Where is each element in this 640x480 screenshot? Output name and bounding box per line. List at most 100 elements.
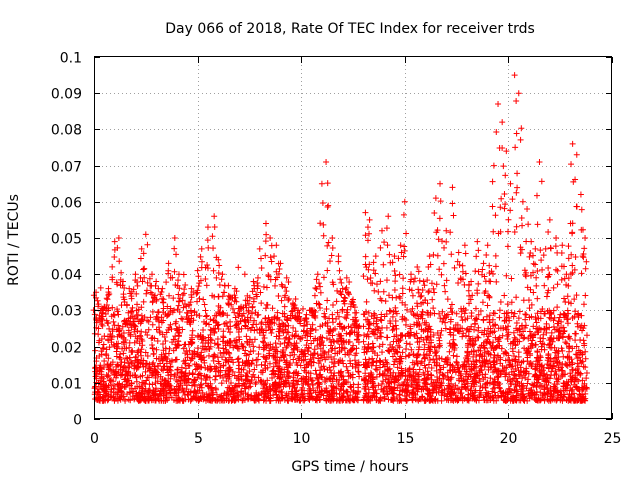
data-point — [290, 346, 297, 353]
data-point — [450, 352, 457, 359]
data-point — [160, 367, 167, 374]
data-point — [563, 340, 570, 347]
data-point — [369, 348, 376, 355]
data-point — [399, 290, 406, 297]
data-point — [370, 315, 377, 322]
data-point — [362, 232, 369, 239]
data-point — [305, 348, 312, 355]
data-point — [202, 307, 209, 314]
data-point — [572, 253, 579, 260]
data-point — [456, 368, 463, 375]
data-point — [410, 377, 417, 384]
data-point — [381, 395, 388, 402]
data-point — [217, 373, 224, 380]
data-point — [345, 323, 352, 330]
data-point — [188, 312, 195, 319]
data-point — [539, 340, 546, 347]
data-point — [299, 384, 306, 391]
data-point — [105, 372, 112, 379]
data-point — [461, 242, 468, 249]
data-point — [362, 370, 369, 377]
data-point — [539, 266, 546, 273]
data-point — [121, 318, 128, 325]
data-point — [162, 345, 169, 352]
data-point — [225, 301, 232, 308]
data-point — [442, 325, 449, 332]
data-point — [420, 352, 427, 359]
data-point — [326, 336, 333, 343]
data-point — [363, 298, 370, 305]
data-point — [362, 384, 369, 391]
data-point — [428, 380, 435, 387]
data-point — [391, 358, 398, 365]
data-point — [323, 335, 330, 342]
data-point — [234, 389, 241, 396]
data-point — [513, 223, 520, 230]
data-point — [509, 340, 516, 347]
data-point — [422, 383, 429, 390]
data-point — [184, 391, 191, 398]
data-point — [380, 261, 387, 268]
data-point — [170, 336, 177, 343]
data-point — [535, 376, 542, 383]
data-point — [344, 306, 351, 313]
data-point — [176, 396, 183, 403]
data-point — [387, 320, 394, 327]
data-point — [465, 396, 472, 403]
data-point — [108, 313, 115, 320]
data-point — [250, 278, 257, 285]
data-point — [545, 287, 552, 294]
data-point — [505, 385, 512, 392]
data-point — [526, 361, 533, 368]
data-point — [527, 272, 534, 279]
data-point — [316, 341, 323, 348]
data-point — [139, 361, 146, 368]
data-point — [103, 392, 110, 399]
data-point — [500, 367, 507, 374]
data-point — [459, 317, 466, 324]
data-point — [242, 390, 249, 397]
data-point — [251, 393, 258, 400]
data-point — [262, 365, 269, 372]
data-point — [373, 320, 380, 327]
data-point — [139, 342, 146, 349]
data-point — [403, 340, 410, 347]
data-point — [125, 315, 132, 322]
data-point — [529, 381, 536, 388]
data-point — [317, 289, 324, 296]
data-point — [308, 358, 315, 365]
data-point — [435, 236, 442, 243]
data-point — [213, 319, 220, 326]
data-point — [113, 326, 120, 333]
data-point — [455, 386, 462, 393]
data-point — [246, 351, 253, 358]
data-point — [126, 344, 133, 351]
data-point — [543, 329, 550, 336]
data-point — [150, 294, 157, 301]
data-point — [128, 360, 135, 367]
data-point — [117, 383, 124, 390]
data-point — [573, 151, 580, 158]
data-point — [253, 356, 260, 363]
data-point — [414, 321, 421, 328]
data-point — [145, 364, 152, 371]
data-point — [516, 308, 523, 315]
data-point — [482, 371, 489, 378]
data-point — [582, 265, 589, 272]
data-point — [247, 326, 254, 333]
data-point — [489, 203, 496, 210]
data-point — [515, 315, 522, 322]
data-point — [569, 220, 576, 227]
data-point — [491, 351, 498, 358]
data-point — [235, 355, 242, 362]
data-point — [372, 270, 379, 277]
data-point — [117, 355, 124, 362]
data-point — [119, 371, 126, 378]
data-point — [312, 284, 319, 291]
data-point — [285, 295, 292, 302]
data-point — [378, 311, 385, 318]
data-point — [169, 274, 176, 281]
data-point — [502, 371, 509, 378]
data-point — [414, 396, 421, 403]
data-point — [140, 298, 147, 305]
